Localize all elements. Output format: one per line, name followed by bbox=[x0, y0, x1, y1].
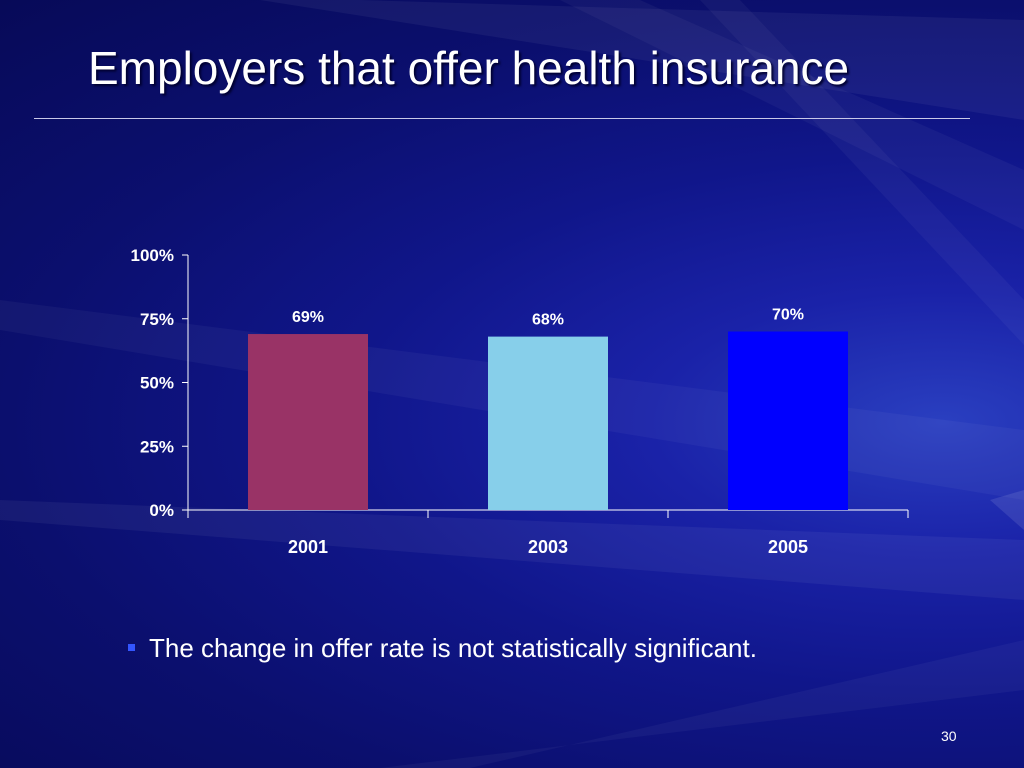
x-tick-label: 2005 bbox=[768, 537, 808, 557]
y-tick-label: 100% bbox=[131, 246, 174, 265]
data-label-2001: 69% bbox=[292, 309, 324, 326]
y-tick-label: 50% bbox=[140, 374, 174, 393]
page-number: 30 bbox=[941, 728, 957, 744]
bars bbox=[248, 331, 848, 510]
x-axis: 2001 2003 2005 bbox=[187, 509, 909, 557]
data-label-2005: 70% bbox=[772, 307, 804, 324]
y-tick-label: 0% bbox=[149, 501, 174, 520]
data-label-2003: 68% bbox=[532, 312, 564, 329]
bar-2005 bbox=[728, 331, 848, 510]
y-tick-label: 25% bbox=[140, 437, 174, 456]
slide-title: Employers that offer health insurance bbox=[88, 42, 850, 94]
data-labels: 69% 68% 70% bbox=[292, 307, 804, 329]
title-divider bbox=[34, 118, 970, 119]
bullet-item: The change in offer rate is not statisti… bbox=[128, 632, 757, 664]
x-tick-label: 2003 bbox=[528, 537, 568, 557]
x-tick-label: 2001 bbox=[288, 537, 328, 557]
y-tick-label: 75% bbox=[140, 310, 174, 329]
bar-2003 bbox=[488, 336, 608, 510]
bullet-text: The change in offer rate is not statisti… bbox=[149, 633, 757, 663]
square-bullet-icon bbox=[128, 643, 135, 651]
bar-2001 bbox=[248, 334, 368, 510]
y-axis: 0% 25% 50% 75% 100% bbox=[131, 246, 189, 520]
